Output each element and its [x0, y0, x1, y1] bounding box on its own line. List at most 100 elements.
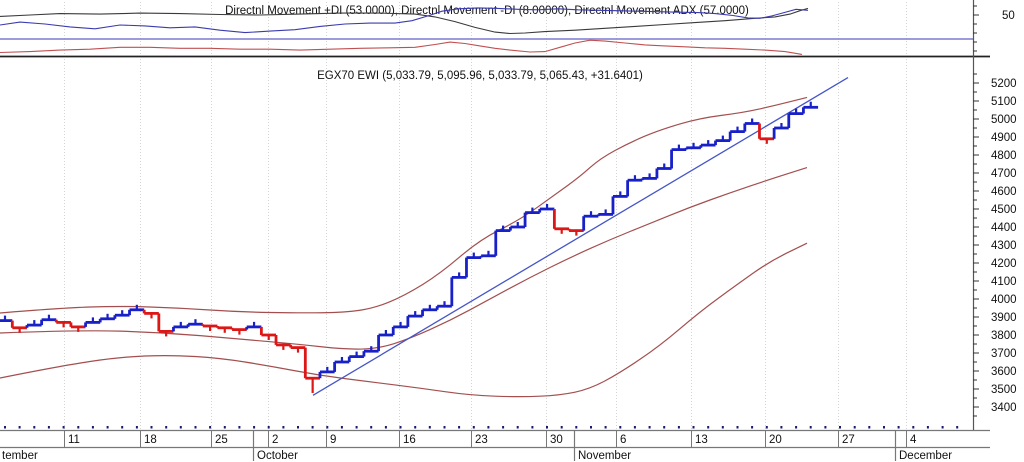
day-tick — [355, 426, 358, 429]
price-tick-label: 5000 — [991, 114, 1017, 126]
day-tick — [590, 426, 592, 429]
day-tick — [297, 426, 299, 429]
day-tick — [956, 426, 959, 429]
price-plot — [0, 77, 849, 398]
day-tick — [4, 426, 6, 429]
week-label: 16 — [403, 434, 416, 446]
price-bars — [0, 101, 819, 393]
day-tick — [370, 426, 373, 429]
month-label: November — [578, 450, 631, 462]
day-tick — [707, 426, 710, 429]
price-tick-label: 4300 — [991, 240, 1017, 252]
day-tick — [399, 426, 402, 429]
price-tick-label: 3400 — [991, 402, 1017, 414]
price-tick-label: 4900 — [991, 132, 1017, 144]
axes — [0, 0, 990, 461]
gridlines — [64, 2, 907, 430]
day-tick — [135, 426, 138, 429]
day-tick — [414, 426, 417, 429]
month-label: October — [257, 450, 298, 462]
day-tick — [736, 426, 739, 429]
price-tick-label: 3700 — [991, 348, 1017, 360]
price-tick-label: 4200 — [991, 258, 1017, 270]
day-tick — [33, 426, 36, 429]
day-tick — [487, 426, 490, 429]
price-tick-label: 3800 — [991, 330, 1017, 342]
day-tick — [77, 426, 80, 429]
week-label: 23 — [475, 434, 488, 446]
day-tick — [62, 426, 65, 429]
day-tick — [546, 426, 548, 429]
day-tick — [604, 426, 607, 429]
indicator-axis-label: 50 — [1002, 10, 1015, 22]
main-panel-title: EGX70 EWI (5,033.79, 5,095.96, 5,033.79,… — [317, 70, 643, 82]
price-tick-label: 4700 — [991, 168, 1017, 180]
day-tick — [194, 426, 197, 429]
week-label: 11 — [68, 434, 80, 446]
day-tick — [663, 426, 666, 429]
price-tick-label: 4400 — [991, 222, 1017, 234]
day-tick — [47, 426, 50, 429]
day-tick — [912, 426, 915, 429]
day-tick — [458, 426, 461, 429]
day-tick — [340, 426, 343, 429]
day-tick — [311, 426, 314, 429]
price-tick-label: 4500 — [991, 204, 1017, 216]
day-tick — [721, 426, 724, 429]
day-tick — [751, 426, 754, 429]
price-tick-label: 5200 — [991, 78, 1017, 90]
month-label: tember — [2, 450, 38, 462]
day-tick — [150, 426, 153, 429]
day-tick — [18, 426, 21, 429]
day-tick — [648, 426, 651, 429]
minus-di-line — [0, 39, 803, 55]
day-tick — [443, 426, 446, 429]
day-tick — [428, 426, 431, 429]
week-label: 30 — [550, 434, 563, 446]
adx-line — [0, 7, 809, 35]
day-tick — [765, 426, 768, 429]
day-tick — [853, 426, 856, 429]
week-label: 20 — [769, 434, 782, 446]
day-tick — [267, 426, 270, 429]
week-label: 27 — [842, 434, 855, 446]
bollinger-lower-band — [0, 242, 808, 398]
week-label: 6 — [620, 434, 626, 446]
day-tick — [282, 426, 285, 429]
price-tick-label: 5100 — [991, 96, 1017, 108]
day-tick — [692, 426, 695, 429]
day-tick — [619, 426, 622, 429]
month-label: December — [899, 450, 952, 462]
day-tick — [824, 426, 827, 429]
day-tick — [897, 426, 900, 429]
price-tick-label: 4800 — [991, 150, 1017, 162]
price-tick-label: 4000 — [991, 294, 1017, 306]
indicator-lines — [0, 7, 973, 55]
day-tick — [326, 426, 329, 429]
day-tick — [868, 426, 871, 429]
day-tick — [179, 426, 182, 429]
day-tick — [809, 426, 812, 429]
day-tick — [883, 426, 885, 429]
price-tick-label: 3600 — [991, 366, 1017, 378]
day-tick — [941, 426, 944, 429]
plus-di-line — [0, 7, 809, 34]
day-tick — [926, 426, 929, 429]
week-label: 2 — [272, 434, 278, 446]
week-label: 25 — [215, 434, 228, 446]
day-tick — [238, 426, 241, 429]
day-tick — [839, 426, 841, 429]
day-tick — [121, 426, 124, 429]
day-tick — [502, 426, 505, 429]
indicator-panel-title: Directnl Movement +DI (53.0000), Directn… — [225, 5, 749, 17]
week-label: 9 — [330, 434, 336, 446]
price-tick-label: 3900 — [991, 312, 1017, 324]
price-tick-label: 4100 — [991, 276, 1017, 288]
bollinger-middle-band — [0, 167, 808, 350]
day-tick — [472, 426, 475, 429]
day-tick — [633, 426, 636, 429]
day-tick — [560, 426, 563, 429]
day-tick — [780, 426, 783, 429]
day-tick — [209, 426, 212, 429]
